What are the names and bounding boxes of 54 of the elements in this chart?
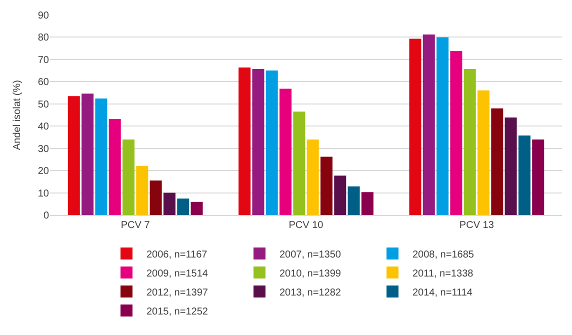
bar xyxy=(95,98,108,215)
bar xyxy=(409,38,422,215)
y-tick-label: 90 xyxy=(38,10,50,22)
legend-label: 2010, n=1399 xyxy=(280,268,342,280)
legend-label: 2012, n=1397 xyxy=(146,287,208,298)
bar xyxy=(280,88,292,215)
y-tick-label: 0 xyxy=(43,210,50,222)
bar xyxy=(477,90,490,215)
y-tick-label: 20 xyxy=(38,166,50,178)
legend-label: 2014, n=1114 xyxy=(412,287,473,298)
bar xyxy=(136,166,148,215)
bar xyxy=(163,192,176,215)
legend-label: 2008, n=1685 xyxy=(412,249,474,260)
bar xyxy=(150,180,162,215)
bar xyxy=(122,139,135,215)
bar xyxy=(504,117,517,215)
y-tick-label: 80 xyxy=(38,32,50,44)
bar xyxy=(238,67,251,215)
y-tick-label: 30 xyxy=(38,144,50,155)
bar xyxy=(108,119,121,215)
bar xyxy=(68,96,80,215)
legend-label: 2013, n=1282 xyxy=(280,287,342,298)
bar xyxy=(518,135,530,215)
y-axis-title: Andel isolat (%) xyxy=(12,80,23,150)
y-tick-label: 10 xyxy=(38,188,50,200)
bar xyxy=(266,70,278,215)
bar xyxy=(177,198,190,215)
x-tick-label: PCV 7 xyxy=(120,220,150,231)
legend-label: 2011, n=1338 xyxy=(412,268,474,280)
bar xyxy=(422,34,435,215)
bar xyxy=(82,94,94,215)
x-tick-label: PCV 10 xyxy=(288,220,324,231)
bar xyxy=(252,69,264,215)
bar xyxy=(190,202,203,215)
bar xyxy=(464,69,476,215)
y-tick-label: 40 xyxy=(38,122,50,133)
y-tick-label: 70 xyxy=(38,54,50,66)
legend-label: 2015, n=1252 xyxy=(146,306,208,318)
bar xyxy=(320,156,332,215)
y-tick-label: 50 xyxy=(38,99,50,110)
legend-label: 2006, n=1167 xyxy=(146,249,208,260)
bar xyxy=(532,139,544,215)
y-tick-label: 60 xyxy=(38,77,50,88)
bar xyxy=(334,176,346,215)
bar xyxy=(293,112,306,215)
legend-label: 2009, n=1514 xyxy=(146,268,208,280)
bar xyxy=(348,186,360,215)
legend-label: 2007, n=1350 xyxy=(280,249,342,260)
bar xyxy=(491,108,504,215)
bar xyxy=(436,37,449,215)
bar xyxy=(450,51,462,215)
bar xyxy=(306,139,319,215)
x-tick-label: PCV 13 xyxy=(459,220,494,231)
bar xyxy=(361,192,374,215)
